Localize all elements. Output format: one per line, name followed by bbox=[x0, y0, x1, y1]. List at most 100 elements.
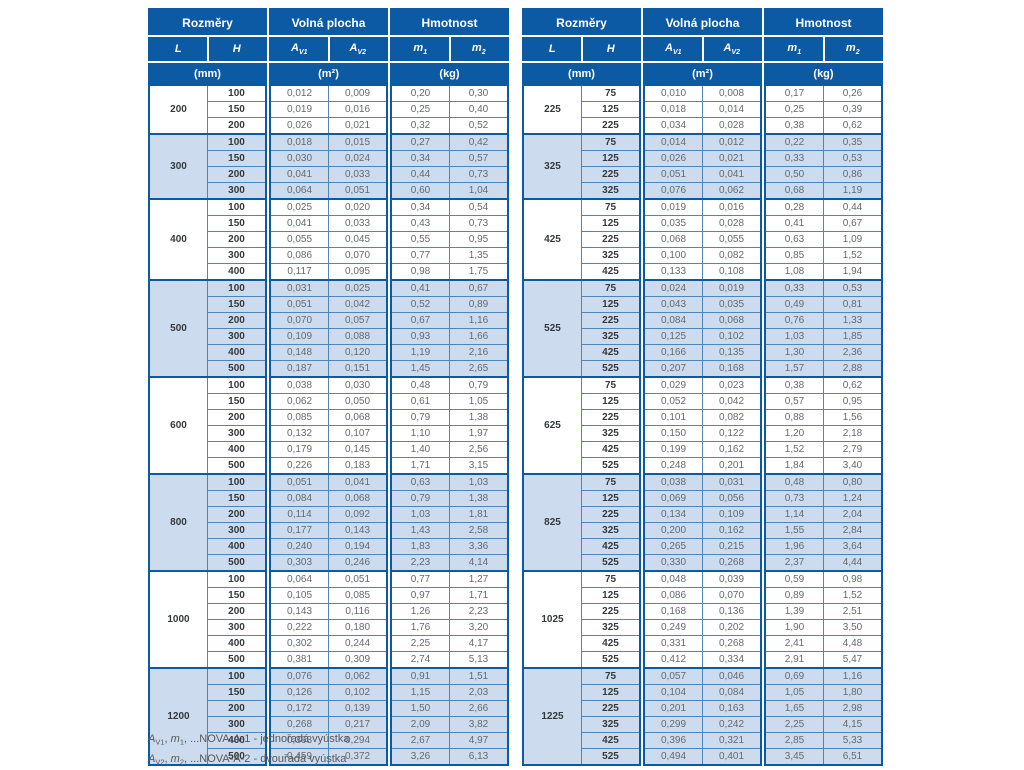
unit-label: (m²) bbox=[644, 62, 761, 85]
value-cell: 0,202 bbox=[703, 620, 762, 636]
h-value-cell: 425 bbox=[582, 264, 641, 281]
column-label: m2 bbox=[450, 36, 509, 62]
h-value-cell: 225 bbox=[582, 232, 641, 248]
column-label-subscript: V1 bbox=[299, 49, 308, 56]
value-cell: 1,80 bbox=[824, 685, 883, 701]
value-cell: 0,244 bbox=[329, 636, 388, 652]
value-cell: 4,15 bbox=[824, 717, 883, 733]
value-cell: 3,36 bbox=[450, 539, 509, 555]
value-cell: 4,14 bbox=[450, 555, 509, 572]
value-cell: 0,48 bbox=[391, 377, 450, 394]
h-value-cell: 75 bbox=[582, 85, 641, 102]
value-cell: 0,79 bbox=[391, 491, 450, 507]
value-cell: 2,85 bbox=[765, 733, 824, 749]
value-cell: 1,71 bbox=[450, 588, 509, 604]
value-cell: 0,043 bbox=[644, 297, 703, 313]
value-cell: 6,51 bbox=[824, 749, 883, 766]
value-cell: 2,56 bbox=[450, 442, 509, 458]
value-cell: 0,321 bbox=[703, 733, 762, 749]
value-cell: 0,014 bbox=[703, 102, 762, 118]
value-cell: 1,52 bbox=[824, 588, 883, 604]
value-cell: 0,27 bbox=[391, 134, 450, 151]
h-value-cell: 525 bbox=[582, 555, 641, 572]
h-value-cell: 200 bbox=[208, 604, 267, 620]
value-cell: 2,67 bbox=[391, 733, 450, 749]
value-cell: 0,031 bbox=[270, 280, 329, 297]
h-value-cell: 400 bbox=[208, 636, 267, 652]
value-cell: 0,070 bbox=[329, 248, 388, 264]
value-cell: 0,041 bbox=[703, 167, 762, 183]
column-label: AV2 bbox=[329, 36, 388, 62]
value-cell: 0,268 bbox=[703, 555, 762, 572]
value-cell: 0,117 bbox=[270, 264, 329, 281]
value-cell: 0,330 bbox=[644, 555, 703, 572]
h-value-cell: 100 bbox=[208, 199, 267, 216]
value-cell: 0,030 bbox=[270, 151, 329, 167]
value-cell: 0,068 bbox=[329, 410, 388, 426]
footnote-text: V2 bbox=[155, 757, 164, 766]
value-cell: 0,019 bbox=[644, 199, 703, 216]
column-group-title: Rozměry bbox=[149, 9, 266, 36]
value-cell: 0,039 bbox=[703, 571, 762, 588]
h-value-cell: 325 bbox=[582, 329, 641, 345]
value-cell: 0,084 bbox=[703, 685, 762, 701]
value-cell: 2,37 bbox=[765, 555, 824, 572]
value-cell: 2,25 bbox=[391, 636, 450, 652]
value-cell: 0,25 bbox=[765, 102, 824, 118]
value-cell: 0,024 bbox=[644, 280, 703, 297]
h-value-cell: 500 bbox=[208, 652, 267, 669]
value-cell: 0,81 bbox=[824, 297, 883, 313]
h-value-cell: 200 bbox=[208, 118, 267, 135]
column-label: m1 bbox=[765, 36, 824, 62]
h-value-cell: 525 bbox=[582, 458, 641, 475]
value-cell: 0,54 bbox=[450, 199, 509, 216]
h-value-cell: 300 bbox=[208, 426, 267, 442]
column-label: H bbox=[208, 36, 267, 62]
value-cell: 0,088 bbox=[329, 329, 388, 345]
value-cell: 0,17 bbox=[765, 85, 824, 102]
value-cell: 0,055 bbox=[703, 232, 762, 248]
value-cell: 0,179 bbox=[270, 442, 329, 458]
h-value-cell: 400 bbox=[208, 345, 267, 361]
value-cell: 0,133 bbox=[644, 264, 703, 281]
value-cell: 1,84 bbox=[765, 458, 824, 475]
h-value-cell: 125 bbox=[582, 394, 641, 410]
value-cell: 1,38 bbox=[450, 410, 509, 426]
value-cell: 0,67 bbox=[391, 313, 450, 329]
footnote-line-1: AV1, m1, ...NOVA-A-1 - jednořadá vyústka bbox=[148, 731, 349, 751]
